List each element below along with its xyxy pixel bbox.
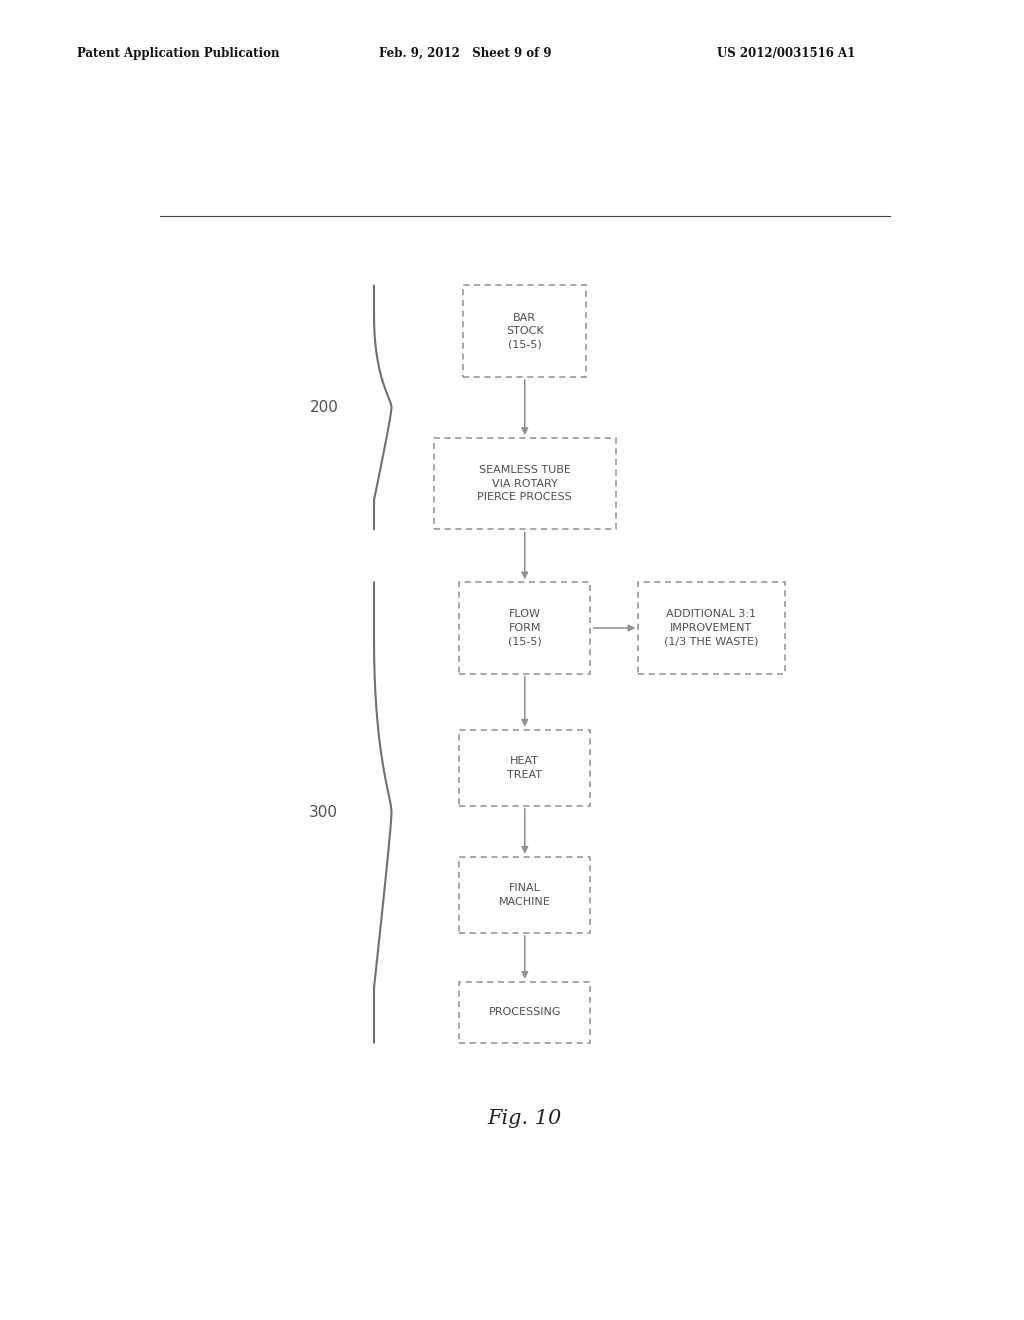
Text: US 2012/0031516 A1: US 2012/0031516 A1 xyxy=(717,46,855,59)
Text: Patent Application Publication: Patent Application Publication xyxy=(77,46,280,59)
Text: 200: 200 xyxy=(309,400,338,414)
Text: Fig. 10: Fig. 10 xyxy=(487,1109,562,1129)
Text: FINAL
MACHINE: FINAL MACHINE xyxy=(499,883,551,907)
FancyBboxPatch shape xyxy=(638,582,784,673)
Text: Feb. 9, 2012   Sheet 9 of 9: Feb. 9, 2012 Sheet 9 of 9 xyxy=(379,46,551,59)
FancyBboxPatch shape xyxy=(460,730,590,807)
Text: FLOW
FORM
(15-5): FLOW FORM (15-5) xyxy=(508,610,542,647)
FancyBboxPatch shape xyxy=(463,285,587,378)
FancyBboxPatch shape xyxy=(460,582,590,673)
Text: PROCESSING: PROCESSING xyxy=(488,1007,561,1018)
FancyBboxPatch shape xyxy=(460,857,590,933)
Text: SEAMLESS TUBE
VIA ROTARY
PIERCE PROCESS: SEAMLESS TUBE VIA ROTARY PIERCE PROCESS xyxy=(477,465,572,502)
Text: HEAT
TREAT: HEAT TREAT xyxy=(507,756,543,780)
FancyBboxPatch shape xyxy=(433,438,616,529)
FancyBboxPatch shape xyxy=(460,982,590,1043)
Text: ADDITIONAL 3:1
IMPROVEMENT
(1/3 THE WASTE): ADDITIONAL 3:1 IMPROVEMENT (1/3 THE WAST… xyxy=(664,610,759,647)
Text: 300: 300 xyxy=(309,805,338,820)
Text: BAR
STOCK
(15-5): BAR STOCK (15-5) xyxy=(506,313,544,350)
